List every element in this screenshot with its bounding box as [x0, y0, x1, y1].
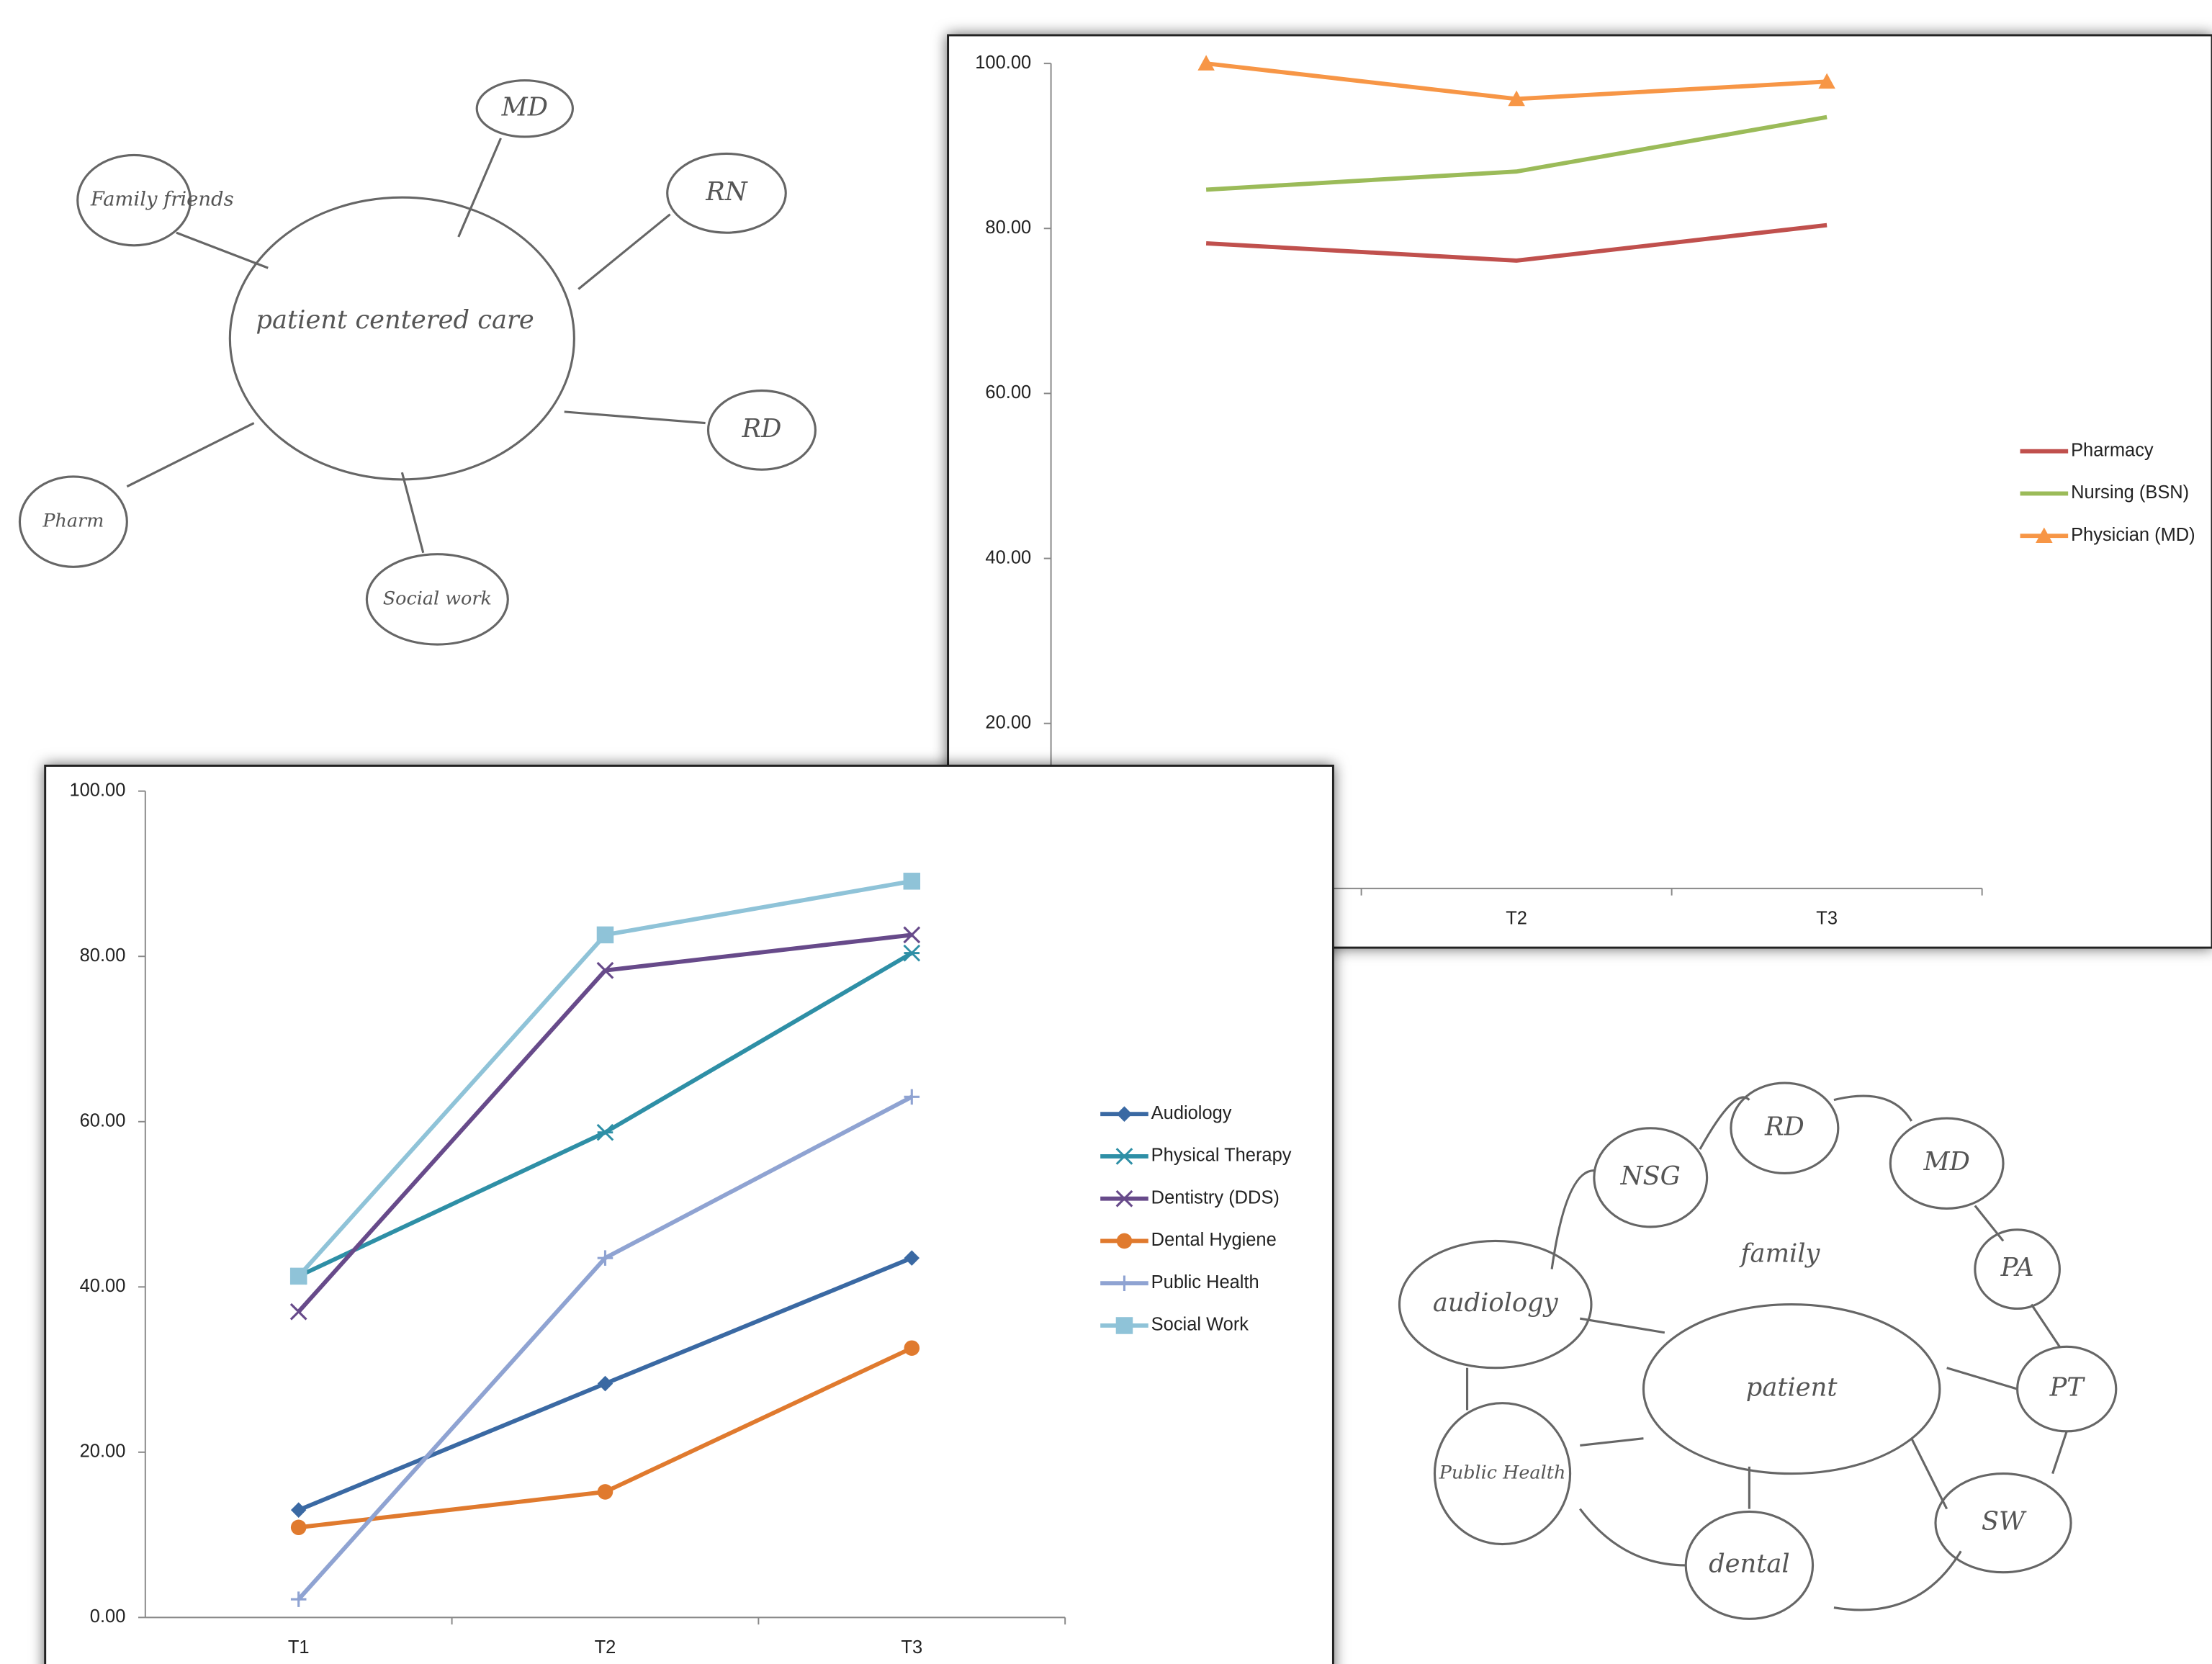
y-tick-label: 60.00 — [985, 382, 1031, 402]
node-label: patient centered care — [256, 305, 534, 335]
legend-label: Audiology — [1151, 1103, 1232, 1123]
node-label: RD — [1764, 1112, 1804, 1141]
marker — [1117, 1233, 1133, 1249]
y-tick-label: 20.00 — [80, 1442, 126, 1462]
y-tick-label: 60.00 — [80, 1110, 126, 1130]
node-label: RD — [742, 414, 782, 444]
screenshot: patient centered care MD RN RD Social wo… — [0, 0, 2212, 1664]
node-label: Social work — [383, 588, 492, 609]
marker — [291, 1520, 307, 1536]
node-label: patient — [1746, 1373, 1838, 1403]
marker — [904, 1340, 920, 1356]
node-label: family — [1739, 1239, 1821, 1269]
y-tick-label: 80.00 — [985, 217, 1031, 238]
legend-label: Dentistry (DDS) — [1151, 1187, 1280, 1207]
node-label: RN — [705, 177, 748, 207]
node-label: PT — [2049, 1373, 2086, 1403]
sketch-node — [230, 197, 574, 480]
x-tick-label: T2 — [595, 1637, 616, 1658]
y-tick-label: 100.00 — [975, 53, 1031, 73]
legend-label: Nursing (BSN) — [2071, 482, 2189, 503]
node-label: audiology — [1433, 1288, 1559, 1318]
sketch: patient family audiology NSG RD MD PA PT SW denta… — [1400, 1083, 2116, 1619]
node-label: NSG — [1620, 1161, 1681, 1191]
legend-label: Pharmacy — [2071, 440, 2154, 460]
marker — [597, 927, 614, 944]
y-tick-label: 40.00 — [80, 1276, 126, 1296]
x-tick-label: T3 — [901, 1637, 922, 1658]
node-label: MD — [1923, 1147, 1969, 1177]
legend-label: Social Work — [1151, 1315, 1249, 1335]
y-tick-label: 0.00 — [90, 1606, 126, 1627]
node-label: PA — [2000, 1253, 2034, 1282]
legend-label: Dental Hygiene — [1151, 1230, 1277, 1250]
node-label: dental — [1709, 1549, 1790, 1578]
y-tick-label: 20.00 — [985, 712, 1031, 732]
marker — [290, 1268, 307, 1285]
y-tick-label: 100.00 — [69, 780, 125, 800]
x-tick-label: T3 — [1816, 909, 1838, 929]
sketch: patient centered care MD RN RD Social wo… — [19, 81, 815, 644]
legend-label: Public Health — [1151, 1272, 1259, 1292]
node-label: MD — [501, 92, 548, 122]
chart: 0.00 20.00 40.00 60.00 80.00 100.00 T1 T2 T3 Audi… — [45, 765, 1334, 1664]
node-label: Pharm — [42, 511, 104, 532]
node-label: SW — [1982, 1507, 2027, 1537]
legend-label: Physical Therapy — [1151, 1146, 1292, 1166]
node-label: Public Health — [1439, 1462, 1566, 1484]
marker — [1116, 1317, 1133, 1334]
y-tick-label: 80.00 — [80, 945, 126, 966]
legend-label: Physician (MD) — [2071, 525, 2195, 545]
marker — [904, 873, 921, 890]
marker — [598, 1484, 613, 1500]
y-tick-label: 40.00 — [985, 547, 1031, 567]
node-label: Family friends — [90, 189, 234, 211]
x-tick-label: T2 — [1506, 909, 1527, 929]
x-tick-label: T1 — [288, 1637, 310, 1658]
